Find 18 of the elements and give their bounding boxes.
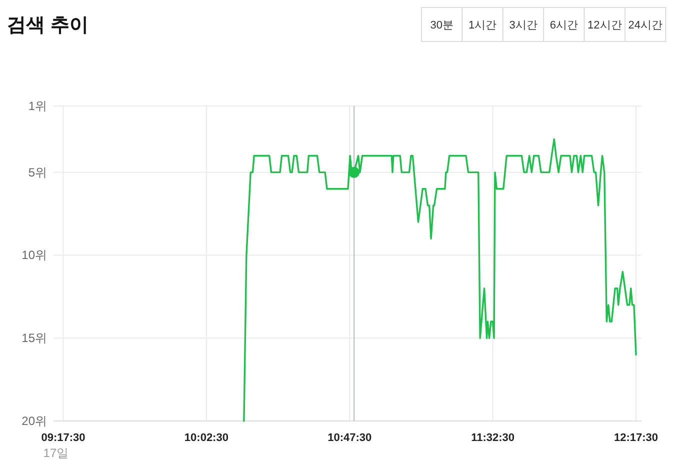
- ytick: 5위: [28, 165, 47, 180]
- xtick: 10:47:30: [328, 432, 372, 444]
- button-label: 30분: [430, 20, 454, 32]
- ytick: 1위: [28, 99, 47, 113]
- xtick: 11:32:30: [471, 432, 515, 444]
- button-label: 12시간: [588, 20, 622, 32]
- xtick: 09:17:30: [41, 432, 86, 444]
- ytick: 10위: [22, 248, 47, 262]
- title: 검색 추이: [7, 15, 88, 36]
- button-label: 1시간: [468, 20, 497, 32]
- ytick: 15위: [22, 331, 47, 346]
- button-label: 3시간: [509, 20, 538, 32]
- xtick: 10:02:30: [184, 432, 228, 444]
- ytick: 20위: [22, 414, 47, 428]
- button-label: 6시간: [550, 20, 578, 32]
- button-label: 24시간: [628, 20, 662, 32]
- date-label: 17일: [43, 446, 69, 460]
- xtick: 12:17:30: [614, 432, 658, 444]
